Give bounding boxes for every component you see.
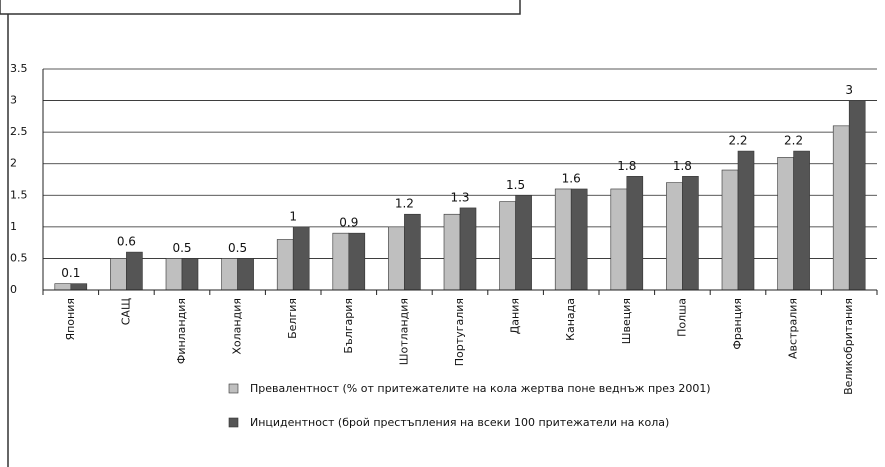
x-tick-label: Холандия: [231, 298, 244, 355]
bar: [666, 182, 683, 291]
data-label: 0.9: [339, 216, 358, 230]
bar: [499, 201, 516, 291]
bar: [221, 258, 238, 291]
data-label: 1: [289, 209, 297, 223]
y-tick-label: 0: [10, 283, 17, 296]
bar: [459, 207, 477, 291]
legend-label: Превалентност (% от притежателите на кол…: [250, 382, 711, 395]
bar: [276, 239, 294, 291]
x-tick-label: Франция: [731, 298, 744, 350]
x-tick-label: Канада: [564, 298, 577, 341]
legend-swatch: [228, 417, 239, 428]
data-label: 1.8: [673, 159, 692, 173]
bar: [388, 226, 405, 291]
y-tick-label: 1: [10, 220, 17, 233]
bar: [237, 258, 254, 291]
y-tick-label: 3.5: [10, 62, 28, 75]
data-label: 0.1: [61, 266, 80, 280]
bar: [332, 232, 350, 291]
data-label: 3: [845, 83, 853, 97]
x-tick-label: Швеция: [620, 298, 633, 344]
data-label: 0.6: [117, 235, 136, 249]
y-tick-label: 1.5: [10, 188, 28, 201]
bar: [848, 100, 866, 291]
bar: [70, 283, 88, 291]
x-tick-label: България: [342, 298, 355, 354]
x-tick-label: САЩ: [119, 298, 132, 325]
bar: [832, 125, 850, 291]
bar: [737, 150, 755, 291]
x-tick-label: Япония: [64, 298, 77, 341]
x-tick-label: Белгия: [286, 298, 299, 339]
top-frame: [0, 0, 521, 15]
data-label: 1.8: [617, 159, 636, 173]
bar: [126, 251, 143, 291]
bar: [404, 213, 421, 291]
y-tick-label: 3: [10, 94, 17, 107]
bar: [570, 188, 588, 291]
data-label: 0.5: [172, 241, 191, 255]
data-label: 0.5: [228, 241, 247, 255]
bar: [626, 176, 644, 291]
data-label: 2.2: [784, 134, 803, 148]
bar: [554, 188, 572, 291]
legend-label: Инцидентност (брой престъпления на всеки…: [250, 416, 669, 429]
bar: [181, 258, 199, 291]
bar: [793, 150, 810, 291]
x-tick-label: Великобритания: [842, 298, 855, 395]
y-tick-label: 2.5: [10, 125, 28, 138]
bar: [54, 283, 72, 291]
legend-swatch: [228, 383, 239, 394]
bar: [165, 258, 183, 291]
data-label: 1.3: [450, 190, 469, 204]
y-tick-label: 2: [10, 157, 17, 170]
x-tick-label: Португалия: [453, 298, 466, 366]
x-tick-label: Дания: [509, 298, 522, 334]
x-tick-label: Шотландия: [397, 298, 410, 365]
bar: [292, 226, 310, 291]
bar: [610, 188, 628, 291]
bar: [348, 232, 366, 291]
bar: [682, 176, 699, 291]
bar: [777, 157, 794, 291]
data-label: 2.2: [728, 134, 747, 148]
bar: [443, 213, 461, 291]
x-tick-label: Полша: [675, 298, 688, 337]
y-tick-label: 0.5: [10, 251, 28, 264]
data-label: 1.6: [562, 171, 581, 185]
x-tick-label: Финландия: [175, 298, 188, 364]
x-tick-label: Австралия: [787, 298, 800, 359]
bar: [515, 194, 532, 291]
data-label: 1.5: [506, 178, 525, 192]
bar: [110, 258, 127, 291]
bar: [721, 169, 739, 291]
data-label: 1.2: [395, 197, 414, 211]
